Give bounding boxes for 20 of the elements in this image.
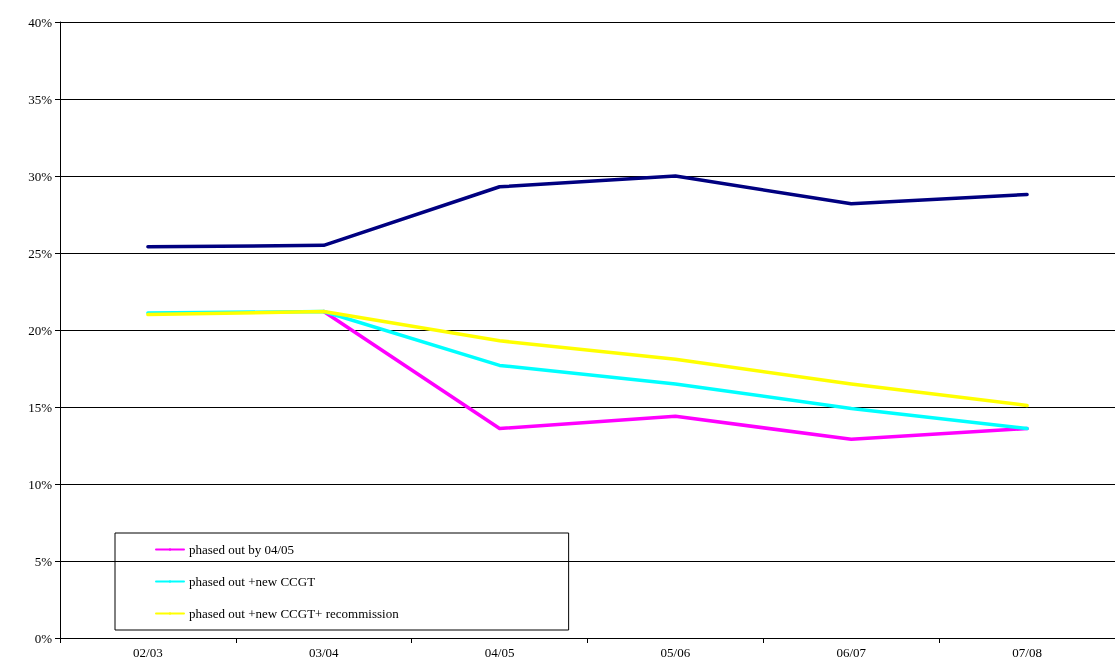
y-tick-label: 20%: [28, 322, 53, 338]
x-tick-label: 02/03: [133, 645, 163, 660]
y-tick-label: 30%: [28, 168, 53, 184]
x-tick-label: 04/05: [484, 645, 515, 660]
x-tick-label: 07/08: [1012, 645, 1042, 660]
y-tick-label: 0%: [34, 630, 53, 646]
y-tick-label: 25%: [28, 245, 53, 261]
y-tick-label: 10%: [28, 476, 53, 492]
line-series: [146, 309, 1029, 408]
x-tick-label: 03/04: [308, 645, 340, 660]
legend-label: phased out by 04/05: [189, 542, 295, 557]
legend-label: phased out +new CCGT+ recommission: [189, 606, 400, 621]
x-tick-label: 05/06: [660, 645, 691, 660]
y-tick-label: 40%: [28, 14, 53, 30]
legend-label: phased out +new CCGT: [189, 574, 316, 589]
y-tick-label: 15%: [28, 399, 53, 415]
line-series: [146, 174, 1029, 249]
y-tick-label: 5%: [34, 553, 53, 569]
y-tick-label: 35%: [28, 91, 53, 107]
x-tick-label: 06/07: [836, 645, 867, 660]
